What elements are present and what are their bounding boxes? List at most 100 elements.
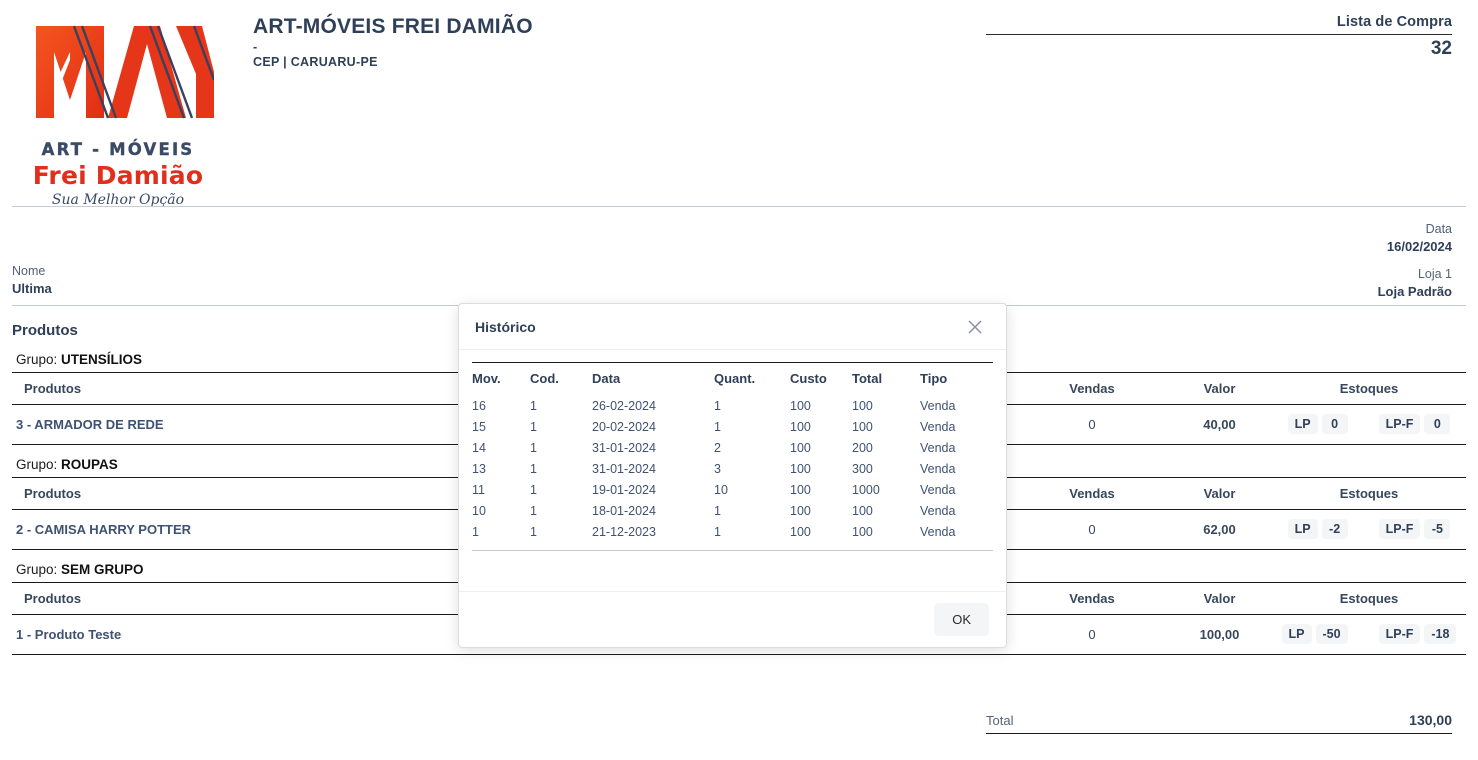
historico-cell-quant: 10 [714,482,728,497]
estoques-cell: LP 0 LP-F 0 [1272,404,1466,445]
column-header-vendas: Vendas [1017,478,1167,510]
stock-lp: LP -50 [1281,624,1348,644]
stock-lp-value: 0 [1321,414,1348,434]
meta-right-block: Data 16/02/2024 Loja 1 Loja Padrão [1378,221,1452,300]
historico-row[interactable]: 13 1 31-01-2024 3 100 300 Venda [472,458,993,479]
historico-cell-tipo: Venda [920,503,956,518]
historico-cell-total: 1000 [852,482,880,497]
logo-monogram-icon [36,25,214,119]
stock-badges: LP -2 LP-F -5 [1272,519,1466,539]
historico-cell-total: 200 [852,440,873,455]
historico-column-header: Custo [790,362,852,395]
historico-cell-data: 19-01-2024 [592,482,656,497]
historico-cell-custo: 100 [790,461,811,476]
vendas-cell[interactable]: 0 [1017,509,1167,550]
company-logo: ART - MÓVEIS Frei Damião Sua Melhor Opçã… [18,20,218,208]
historico-cell-mov: 1 [472,524,479,539]
close-icon-glyph [968,319,982,334]
historico-cell-quant: 3 [714,461,721,476]
meta-store-label: Loja 1 [1417,267,1452,281]
product-group-name: ROUPAS [61,457,118,472]
historico-cell-total: 100 [852,524,873,539]
modal-title: Histórico [475,318,536,335]
page-title: Produtos [12,322,78,339]
historico-cell-custo: 100 [790,503,811,518]
meta-date: Data 16/02/2024 [1378,221,1452,255]
ok-button[interactable]: OK [934,603,989,636]
historico-cell-mov: 15 [472,419,486,434]
stock-badges: LP -50 LP-F -18 [1272,624,1466,644]
historico-cell-data: 21-12-2023 [592,524,656,539]
historico-cell-total: 100 [852,503,873,518]
historico-cell-custo: 100 [790,398,811,413]
meta-left-block: Nome Ultima [12,263,52,297]
total-value: 130,00 [1409,712,1452,728]
company-address: CEP | CARUARU-PE [253,55,378,69]
group-prefix-label: Grupo: [16,352,62,367]
group-prefix-label: Grupo: [16,457,62,472]
column-header-vendas: Vendas [1017,373,1167,405]
historico-cell-tipo: Venda [920,482,956,497]
historico-row[interactable]: 1 1 21-12-2023 1 100 100 Venda [472,521,993,548]
meta-name-value: Ultima [12,281,52,296]
stock-lpf-label: LP-F [1378,519,1421,539]
close-icon[interactable] [964,316,986,338]
estoques-cell: LP -2 LP-F -5 [1272,509,1466,550]
modal-body: Mov. Cod. Data Quant. Custo Total Tipo 16 1 26-0… [459,350,1006,591]
historico-row[interactable]: 10 1 18-01-2024 1 100 100 Venda [472,500,993,521]
historico-cell-cod: 1 [530,419,537,434]
column-header-estoques: Estoques [1272,373,1466,405]
stock-lp-value: -50 [1315,624,1348,644]
historico-cell-quant: 2 [714,440,721,455]
stock-lp: LP 0 [1287,414,1348,434]
historico-cell-data: 26-02-2024 [592,398,656,413]
historico-cell-total: 100 [852,419,873,434]
meta-date-label: Data [1425,222,1452,236]
historico-cell-custo: 100 [790,524,811,539]
valor-cell: 40,00 [1167,404,1272,445]
historico-row[interactable]: 11 1 19-01-2024 10 100 1000 Venda [472,479,993,500]
company-name: ART-MÓVEIS FREI DAMIÃO [253,15,533,38]
historico-row[interactable]: 14 1 31-01-2024 2 100 200 Venda [472,437,993,458]
logo-text-frei-damiao: Frei Damião [32,161,204,190]
stock-lpf: LP-F 0 [1378,414,1451,434]
column-header-estoques: Estoques [1272,583,1466,615]
historico-cell-quant: 1 [714,398,721,413]
historico-cell-mov: 10 [472,503,486,518]
historico-cell-tipo: Venda [920,398,956,413]
valor-cell: 100,00 [1167,614,1272,655]
stock-lp: LP -2 [1287,519,1348,539]
company-dash: - [253,40,258,54]
meta-store-value: Loja Padrão [1377,284,1452,299]
column-header-valor: Valor [1167,373,1272,405]
vendas-cell[interactable]: 0 [1017,404,1167,445]
historico-header-row: Mov. Cod. Data Quant. Custo Total Tipo [472,362,993,395]
historico-column-header: Data [592,362,714,395]
stock-lpf-value: -18 [1424,624,1457,644]
historico-cell-tipo: Venda [920,440,956,455]
historico-cell-quant: 1 [714,419,721,434]
modal-header: Histórico [459,304,1006,350]
meta-name-label: Nome [12,264,46,278]
historico-cell-custo: 100 [790,482,811,497]
historico-row[interactable]: 15 1 20-02-2024 1 100 100 Venda [472,416,993,437]
historico-cell-data: 31-01-2024 [592,440,656,455]
header-divider [12,206,1466,207]
historico-cell-cod: 1 [530,398,537,413]
stock-lpf: LP-F -18 [1378,624,1457,644]
historico-cell-cod: 1 [530,461,537,476]
valor-cell: 62,00 [1167,509,1272,550]
meta-store: Loja 1 Loja Padrão [1378,266,1452,300]
historico-cell-tipo: Venda [920,419,956,434]
historico-cell-custo: 100 [790,419,811,434]
historico-row[interactable]: 16 1 26-02-2024 1 100 100 Venda [472,395,993,416]
stock-lpf-value: 0 [1424,414,1451,434]
stock-lp-label: LP [1281,624,1312,644]
historico-modal: Histórico Mov. Cod. Data Quant. Custo Total Ti… [458,303,1007,648]
historico-cell-cod: 1 [530,524,537,539]
vendas-cell[interactable]: 0 [1017,614,1167,655]
logo-text-art-moveis: ART - MÓVEIS [41,140,195,159]
historico-column-header: Tipo [920,362,993,395]
historico-cell-mov: 11 [472,482,485,497]
